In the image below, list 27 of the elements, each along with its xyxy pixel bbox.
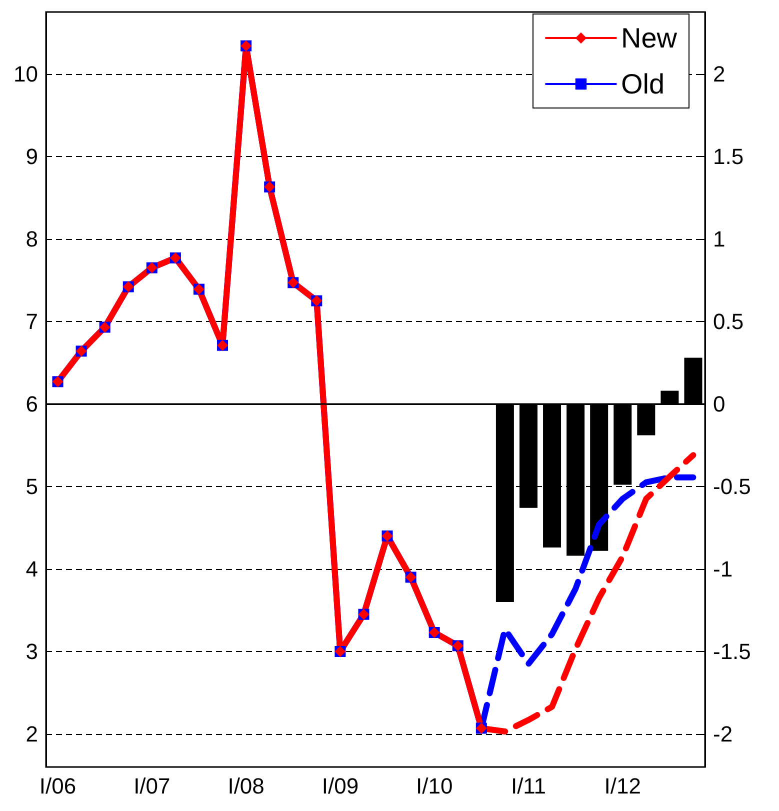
y2-tick-label: -2 [713,721,733,746]
y2-tick-label: -0.5 [713,474,751,499]
x-tick-label: I/11 [510,774,546,798]
x-tick-label: I/08 [228,774,264,798]
x-tick-label: I/07 [134,774,170,798]
y-tick-label: 2 [26,721,38,746]
y-tick-label: 3 [26,638,38,664]
legend-label: New [620,22,678,54]
y-tick-label: 8 [26,226,38,252]
y-tick-label: 4 [26,556,38,582]
y-tick-label: 6 [26,391,38,416]
y2-tick-label: -1.5 [713,638,751,664]
x-tick-label: I/10 [416,774,453,798]
y2-tick-label: -1 [713,556,733,582]
legend-label: Old [620,68,665,100]
y2-tick-label: 2 [713,61,726,86]
y-tick-label: 5 [26,474,38,499]
y-tick-label: 10 [14,61,38,86]
x-tick-label: I/12 [604,774,641,798]
y2-tick-label: 1 [713,226,726,252]
x-tick-label: I/09 [322,774,359,798]
y2-tick-label: 1.5 [713,144,744,169]
x-tick-label: I/06 [39,774,76,798]
y-tick-label: 9 [26,144,38,169]
y2-tick-label: 0 [713,391,726,416]
y2-tick-label: 0.5 [713,308,744,334]
y-tick-label: 7 [26,308,38,334]
